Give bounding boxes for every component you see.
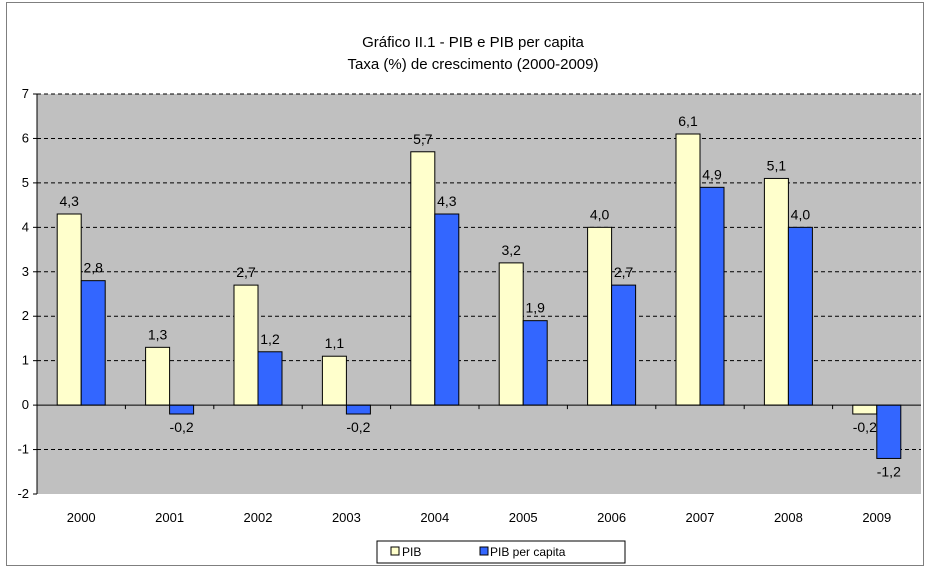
data-label: 4,0: [791, 206, 811, 222]
data-label: 1,9: [525, 300, 545, 316]
data-label: 4,0: [590, 206, 610, 222]
axes: -2 -1 0 1 2 3 4 5 6 7 2000 2001 2002 2003 2004 2005 2006…: [17, 86, 921, 525]
bar-pib: [321, 355, 347, 406]
bar-pib-per-capita: [876, 404, 902, 459]
legend-swatch-pib: [390, 546, 400, 556]
legend: PIB PIB per capita: [376, 540, 626, 564]
bar-chart: Gráfico II.1 - PIB e PIB per capita Taxa…: [17, 34, 921, 564]
y-tick-label: 7: [22, 86, 29, 101]
data-label: 3,2: [501, 242, 521, 258]
data-label: -0,2: [853, 419, 877, 435]
y-tick-label: 2: [22, 308, 29, 323]
legend-label-pib-per-capita: PIB per capita: [490, 545, 566, 559]
bar-pib: [763, 177, 789, 406]
data-label: -0,2: [170, 419, 194, 435]
data-label: 5,7: [413, 131, 433, 147]
grid-lines: [37, 93, 921, 451]
x-tick-label: 2006: [597, 510, 626, 525]
bar-pib: [587, 226, 613, 406]
data-labels: 4,3 2,8 1,3 -0,2 2,7 1,2 1,1 -0,2 5,7 4,3 3,2 1,9 4,…: [59, 113, 901, 479]
x-tick-label: 2003: [332, 510, 361, 525]
data-label: 4,3: [437, 193, 457, 209]
bar-pib: [498, 262, 524, 406]
bar-pib-per-capita: [787, 226, 813, 406]
x-tick-label: 2009: [862, 510, 891, 525]
x-tick-label: 2005: [509, 510, 538, 525]
bar-pib-per-capita: [699, 186, 725, 406]
bar-pib: [145, 346, 171, 406]
y-tick-label: -2: [17, 486, 29, 501]
y-tick-label: 1: [22, 353, 29, 368]
x-tick-label: 2002: [244, 510, 273, 525]
data-label: 1,2: [260, 331, 280, 347]
data-label: 2,8: [83, 260, 103, 276]
bar-pib-per-capita: [257, 351, 283, 406]
legend-label-pib: PIB: [402, 545, 421, 559]
bar-pib-per-capita: [80, 280, 106, 406]
data-label: 1,1: [325, 335, 345, 351]
data-label: 6,1: [678, 113, 698, 129]
data-label: -1,2: [877, 463, 901, 479]
data-label: 4,9: [702, 166, 722, 182]
bar-pib-per-capita: [345, 404, 371, 415]
data-label: 2,7: [614, 264, 634, 280]
bar-pib-per-capita: [611, 284, 637, 406]
bar-pib-per-capita: [169, 404, 195, 415]
data-label: 5,1: [767, 157, 787, 173]
bar-pib: [56, 213, 82, 406]
legend-swatch-pib-per-capita: [479, 546, 489, 556]
chart-subtitle: Taxa (%) de crescimento (2000-2009): [348, 56, 599, 73]
chart-frame: Gráfico II.1 - PIB e PIB per capita Taxa…: [6, 2, 924, 566]
data-label: 2,7: [236, 264, 256, 280]
bar-pib-per-capita: [522, 320, 548, 406]
bar-pib: [410, 151, 436, 406]
y-tick-label: 6: [22, 130, 29, 145]
bar-pib: [852, 404, 878, 415]
x-tick-label: 2000: [67, 510, 96, 525]
data-label: 1,3: [148, 326, 168, 342]
y-tick-label: 3: [22, 264, 29, 279]
chart-title: Gráfico II.1 - PIB e PIB per capita: [362, 34, 584, 51]
bar-pib: [675, 133, 701, 406]
bar-pib: [233, 284, 259, 406]
y-tick-label: -1: [17, 442, 29, 457]
x-tick-label: 2008: [774, 510, 803, 525]
bar-pib-per-capita: [434, 213, 460, 406]
x-tick-label: 2007: [686, 510, 715, 525]
x-tick-label: 2004: [420, 510, 449, 525]
legend-box: [376, 540, 626, 564]
data-label: -0,2: [346, 419, 370, 435]
bars: [56, 133, 902, 459]
x-tick-label: 2001: [155, 510, 184, 525]
y-tick-label: 5: [22, 175, 29, 190]
data-label: 4,3: [59, 193, 79, 209]
y-tick-label: 0: [22, 397, 29, 412]
y-tick-label: 4: [22, 219, 29, 234]
